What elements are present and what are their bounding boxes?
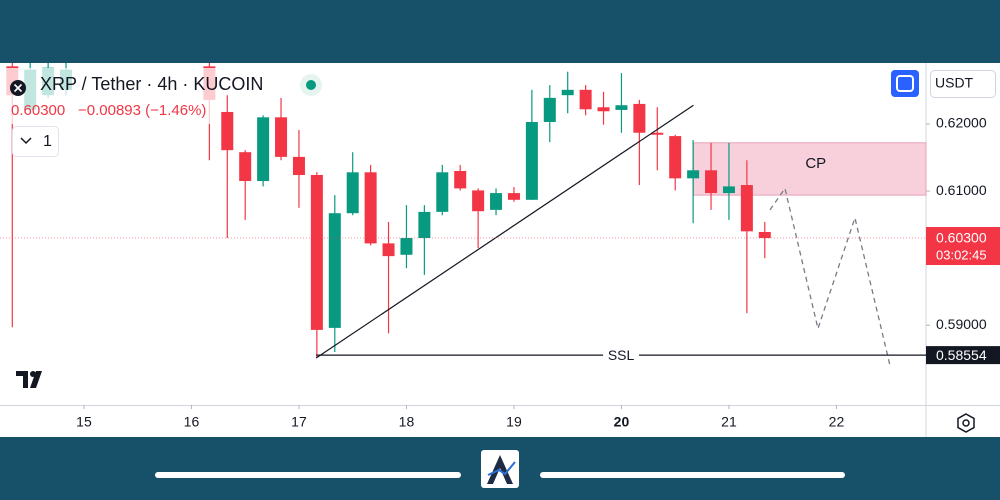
fullscreen-icon — [896, 75, 914, 92]
candle-body — [221, 111, 234, 151]
divider-bar — [540, 472, 845, 478]
candle-body — [490, 193, 503, 210]
ssl-label-bg — [603, 346, 640, 365]
legend-bg — [4, 68, 218, 124]
candle-body — [705, 170, 718, 194]
ssl-price-label: 0.58554 — [936, 347, 987, 363]
currency: USDT — [935, 75, 974, 91]
legend-change: −0.00893 (−1.46%) — [78, 102, 206, 119]
x-tick-label: 17 — [291, 414, 307, 430]
candle-body — [722, 186, 735, 194]
status-dot — [306, 80, 316, 90]
indicators-toggle[interactable] — [12, 126, 59, 157]
chart-panel — [0, 63, 1000, 437]
chevron — [20, 137, 32, 145]
candle-body — [687, 170, 700, 179]
x-tick-label: 22 — [829, 414, 845, 430]
projection — [769, 186, 891, 366]
candle-body — [543, 97, 556, 123]
x-tick-label: 15 — [76, 414, 92, 430]
symbol-title: XRP / Tether · 4h · KUCOIN — [40, 74, 263, 94]
cp-label: CP — [805, 155, 826, 172]
candle-body — [310, 174, 323, 330]
candle-body — [740, 185, 753, 232]
candle-body — [597, 107, 610, 112]
candle-body — [275, 117, 288, 157]
legend-last: 0.60300 — [11, 102, 65, 119]
candle-body — [382, 243, 395, 257]
candle-body — [633, 103, 646, 133]
ssl-price-box — [926, 346, 1000, 365]
candle-body — [346, 172, 359, 214]
brand-logo-mark — [487, 455, 513, 484]
last-price-box — [926, 227, 1000, 266]
close-icon-x — [13, 83, 23, 93]
currency-box[interactable] — [930, 70, 996, 98]
ssl-label: SSL — [608, 347, 635, 363]
last-price-label: 0.60300 — [936, 230, 987, 246]
candle-body — [257, 117, 270, 182]
candle-body — [364, 172, 377, 244]
candle-body — [507, 193, 520, 200]
candle-body — [454, 170, 467, 189]
trendline — [315, 104, 694, 359]
candle-body — [525, 122, 538, 200]
candle-body — [579, 89, 592, 110]
divider-bar — [155, 472, 461, 478]
candle-body — [328, 213, 341, 328]
candle-body — [615, 105, 628, 110]
candle-body — [292, 156, 305, 175]
x-tick-label: 20 — [614, 414, 630, 430]
settings-icon-center — [962, 419, 970, 427]
indicators-count: 1 — [43, 133, 52, 150]
countdown: 03:02:45 — [936, 247, 987, 262]
brand-logo-arrow — [487, 461, 516, 476]
candle-body — [669, 136, 682, 179]
y-tick-label: 0.62000 — [936, 115, 987, 131]
candle-body — [418, 211, 431, 239]
candle-body — [239, 152, 252, 182]
settings-icon[interactable] — [957, 413, 975, 433]
x-tick-label: 19 — [506, 414, 522, 430]
candle-body — [561, 89, 574, 96]
tv-logo-dot — [30, 371, 36, 377]
candle-body — [436, 172, 449, 212]
candle-body — [651, 132, 664, 135]
y-tick-label: 0.59000 — [936, 316, 987, 332]
x-tick-label: 21 — [721, 414, 737, 430]
x-tick-label: 18 — [399, 414, 415, 430]
x-tick-label: 16 — [184, 414, 200, 430]
candle-body — [400, 238, 413, 255]
y-tick-label: 0.61000 — [936, 182, 987, 198]
candle-body — [472, 190, 485, 212]
candle-body — [758, 231, 771, 239]
fullscreen-button[interactable] — [891, 70, 919, 97]
